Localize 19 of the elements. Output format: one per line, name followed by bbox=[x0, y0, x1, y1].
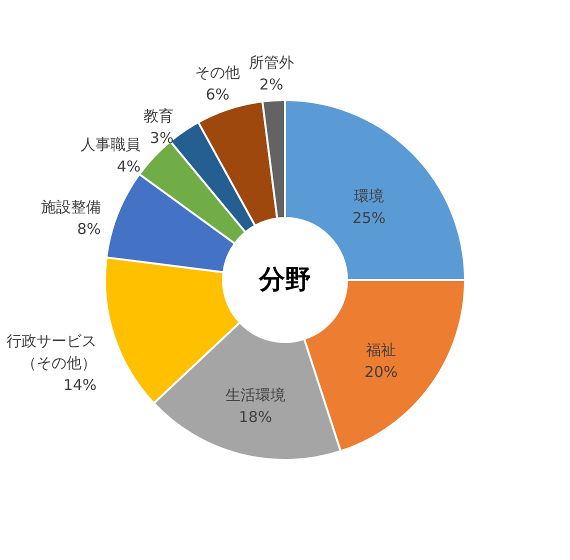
slice-label: 教育 bbox=[144, 107, 174, 126]
data-label: 20% bbox=[364, 362, 398, 381]
slice-label: 人事職員 bbox=[80, 135, 141, 154]
data-label: 18% bbox=[238, 408, 272, 426]
data-label: 3% bbox=[150, 129, 174, 148]
text: 分野 bbox=[258, 265, 311, 295]
slice-label: 生活環境 bbox=[225, 386, 286, 404]
data-label: 8% bbox=[77, 220, 101, 238]
data-label: 4% bbox=[116, 157, 141, 176]
data-label: 25% bbox=[352, 208, 386, 227]
data-label: 2% bbox=[259, 75, 284, 94]
slice-label: 施設整備 bbox=[40, 198, 101, 216]
slice-label: その他 bbox=[195, 64, 240, 82]
slice-label: 所管外 bbox=[248, 53, 294, 72]
slice-label: 行政サービス（その他） bbox=[6, 332, 97, 372]
data-label: 14% bbox=[63, 376, 97, 394]
slice-label: 福祉 bbox=[366, 340, 396, 359]
slice-label: 環境 bbox=[354, 186, 384, 205]
data-label: 6% bbox=[206, 86, 230, 104]
